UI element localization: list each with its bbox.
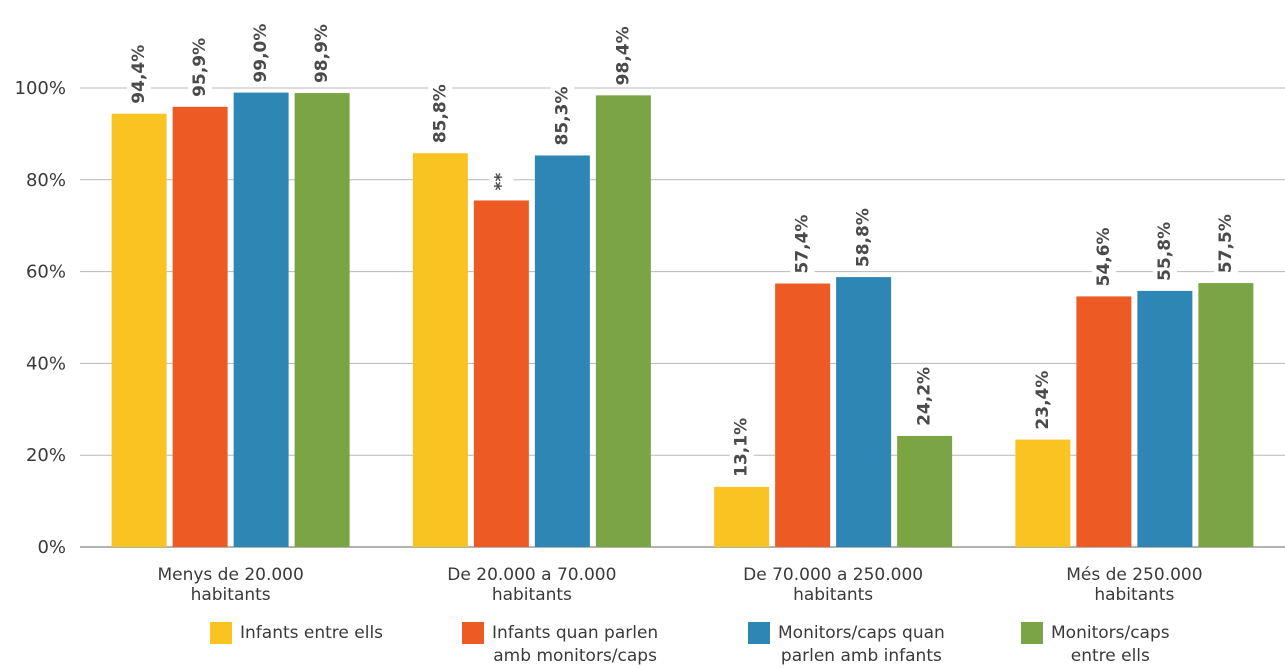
data-label: 95,9% [190,38,210,97]
bar [412,153,468,548]
bar [473,200,529,547]
data-label: 57,5% [1216,214,1236,273]
legend-item-infants-amb-monitors: Infants quan parlen amb monitors/caps [462,622,658,668]
y-tick-label: 0% [37,537,66,558]
category-label: Menys de 20.000 habitants [157,565,303,605]
y-tick-label: 80% [26,170,66,191]
y-tick-label: 100% [15,78,66,99]
data-label: 58,8% [854,208,874,267]
bar [172,106,228,547]
data-label: 85,3% [552,86,572,145]
data-label-background [912,365,937,426]
data-label-background [127,43,152,104]
data-label: 23,4% [1033,371,1053,430]
data-label: 24,2% [915,367,935,426]
y-tick-label: 20% [26,445,66,466]
bar [111,113,167,547]
bar [294,93,350,547]
data-label-background [249,22,274,83]
y-tick-label: 60% [26,262,66,283]
data-label-background [790,213,815,274]
data-label: 54,6% [1094,227,1114,286]
data-label: 57,4% [793,215,813,274]
legend-label: Infants entre ells [240,623,384,643]
data-label-background [611,24,636,86]
data-label: 85,8% [430,84,450,143]
data-label: ** [491,173,511,191]
legend-label: Monitors/caps entre ells [1051,623,1170,666]
bar [1198,283,1254,547]
data-label-background [1030,369,1055,430]
data-label-background [729,416,754,477]
data-label-background [489,161,514,191]
data-label-background [851,206,876,268]
data-label: 55,8% [1155,222,1175,281]
bar [836,277,892,547]
legend-item-monitors-entre-ells: Monitors/caps entre ells [1021,622,1170,668]
bar [1137,290,1193,547]
data-label-background [310,22,335,84]
bar [714,486,770,547]
bar [233,92,289,547]
data-label: 94,4% [129,45,149,104]
bar [897,435,953,547]
data-label-background [1152,220,1177,281]
category-label: De 20.000 a 70.000 habitants [447,565,616,605]
data-label: 98,4% [613,26,633,85]
bar [595,95,651,548]
data-label-background [428,82,453,144]
bar [775,283,831,547]
category-label: De 70.000 a 250.000 habitants [743,565,923,605]
y-tick-label: 40% [26,353,66,374]
legend-item-monitors-amb-infants: Monitors/caps quan parlen amb infants [748,622,945,668]
legend-swatch [748,622,770,644]
legend-item-infants-entre-ells: Infants entre ells [210,622,383,645]
data-label: 99,0% [251,24,271,83]
category-label: Més de 250.000 habitants [1066,565,1202,605]
legend-swatch [462,622,484,644]
legend-swatch [210,622,232,644]
bar [1015,439,1071,547]
data-label-background [1091,225,1116,287]
legend-label: Monitors/caps quan parlen amb infants [778,623,945,666]
bar [534,155,590,547]
data-label-background [1213,212,1238,274]
data-label: 13,1% [732,418,752,477]
legend: Infants entre ells Infants quan parlen a… [0,622,1285,668]
data-label-background [550,84,575,146]
data-label: 98,9% [312,24,332,83]
bar [1076,296,1132,547]
bar-chart: 0% 20% 40% 60% 80% 100% Menys de 20.000 habitan… [15,22,1285,605]
legend-label: Infants quan parlen amb monitors/caps [492,623,659,666]
legend-swatch [1021,622,1043,644]
data-label-background [188,36,213,97]
